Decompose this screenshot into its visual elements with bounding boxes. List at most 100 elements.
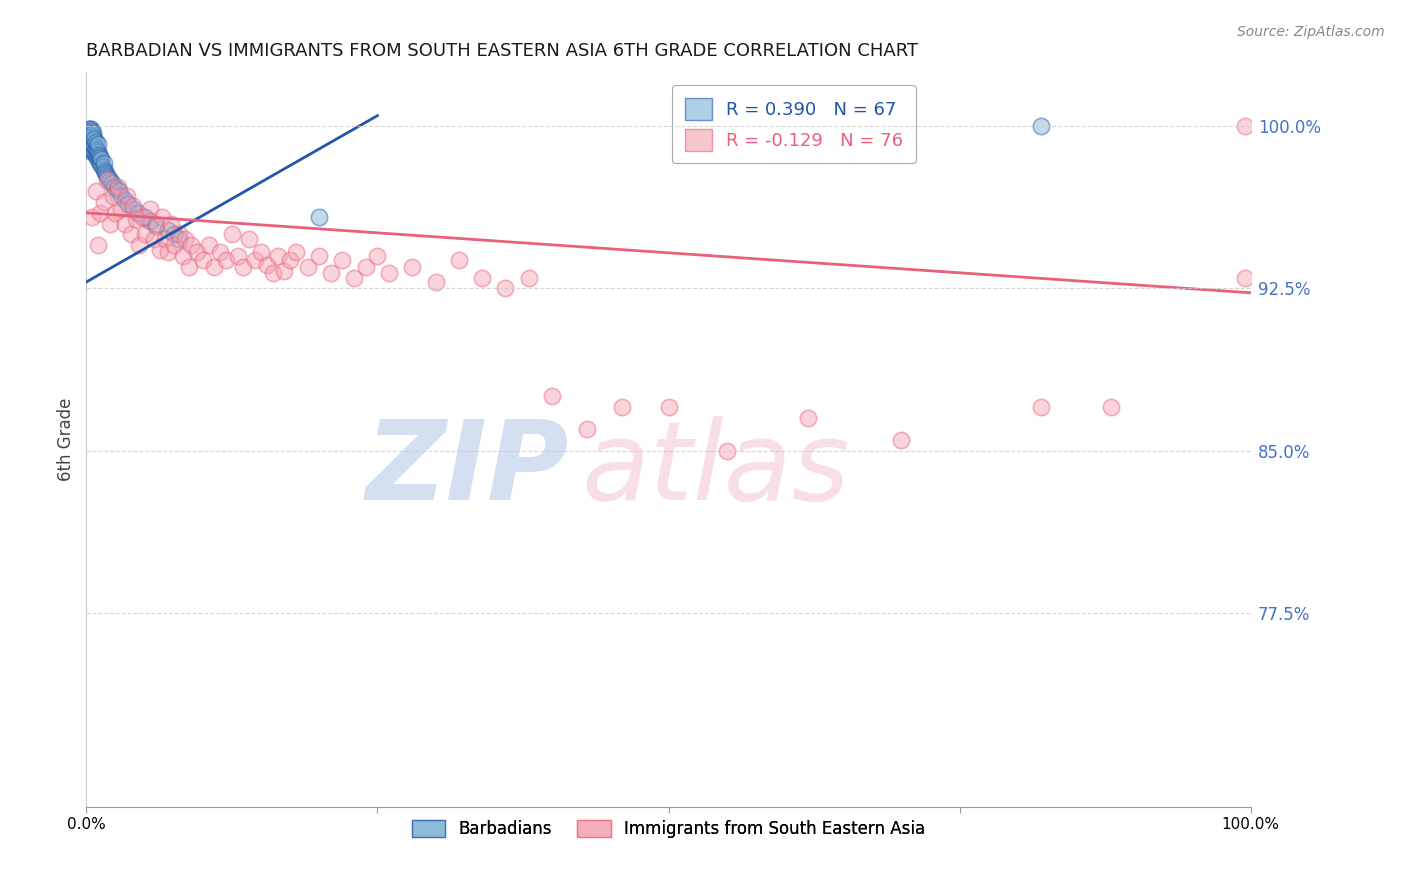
Text: atlas: atlas xyxy=(581,416,849,523)
Point xyxy=(84,184,107,198)
Point xyxy=(162,238,184,252)
Point xyxy=(82,135,104,149)
Point xyxy=(278,253,301,268)
Point xyxy=(79,128,101,142)
Point xyxy=(93,162,115,177)
Point xyxy=(145,219,167,233)
Point xyxy=(425,275,447,289)
Point xyxy=(82,210,104,224)
Point xyxy=(90,158,112,172)
Point xyxy=(76,130,98,145)
Point xyxy=(82,124,104,138)
Point xyxy=(104,206,127,220)
Point xyxy=(114,193,136,207)
Legend: Barbadians, Immigrants from South Eastern Asia: Barbadians, Immigrants from South Easter… xyxy=(404,812,934,847)
Point xyxy=(83,132,105,146)
Point xyxy=(98,217,121,231)
Point xyxy=(79,141,101,155)
Point xyxy=(122,202,145,216)
Text: BARBADIAN VS IMMIGRANTS FROM SOUTH EASTERN ASIA 6TH GRADE CORRELATION CHART: BARBADIAN VS IMMIGRANTS FROM SOUTH EASTE… xyxy=(86,42,918,60)
Point xyxy=(262,266,284,280)
Point xyxy=(576,422,599,436)
Text: ZIP: ZIP xyxy=(366,416,569,523)
Point xyxy=(114,217,136,231)
Point xyxy=(366,249,388,263)
Point xyxy=(267,249,290,263)
Point xyxy=(80,143,103,157)
Point xyxy=(110,202,132,216)
Point xyxy=(82,136,104,151)
Point xyxy=(209,244,232,259)
Point xyxy=(139,202,162,216)
Point xyxy=(117,197,139,211)
Point xyxy=(76,124,98,138)
Point xyxy=(127,206,149,220)
Point xyxy=(76,141,98,155)
Point xyxy=(115,188,138,202)
Point xyxy=(256,258,278,272)
Y-axis label: 6th Grade: 6th Grade xyxy=(58,398,75,482)
Point xyxy=(297,260,319,274)
Point xyxy=(308,210,330,224)
Point xyxy=(80,126,103,140)
Point xyxy=(1031,401,1053,415)
Point xyxy=(221,227,243,242)
Point xyxy=(160,217,183,231)
Point xyxy=(96,169,118,183)
Point xyxy=(77,126,100,140)
Point xyxy=(134,210,156,224)
Point xyxy=(94,167,117,181)
Point xyxy=(186,244,208,259)
Point xyxy=(319,266,342,280)
Point xyxy=(79,121,101,136)
Point xyxy=(1233,270,1256,285)
Point xyxy=(232,260,254,274)
Point xyxy=(86,143,108,157)
Point xyxy=(145,217,167,231)
Point xyxy=(657,401,679,415)
Point xyxy=(447,253,470,268)
Point xyxy=(716,443,738,458)
Point xyxy=(150,210,173,224)
Point xyxy=(83,145,105,160)
Point xyxy=(101,176,124,190)
Point xyxy=(495,281,517,295)
Point xyxy=(79,135,101,149)
Point xyxy=(80,132,103,146)
Point xyxy=(107,180,129,194)
Point xyxy=(134,227,156,242)
Point xyxy=(93,156,115,170)
Point xyxy=(120,227,142,242)
Point xyxy=(77,132,100,146)
Point xyxy=(90,152,112,166)
Point xyxy=(169,227,191,242)
Point xyxy=(215,253,238,268)
Point xyxy=(243,253,266,268)
Point xyxy=(250,244,273,259)
Point xyxy=(84,135,107,149)
Point xyxy=(87,147,110,161)
Point xyxy=(1099,401,1122,415)
Point xyxy=(105,182,128,196)
Point xyxy=(197,238,219,252)
Point xyxy=(91,161,114,175)
Point xyxy=(89,206,111,220)
Point xyxy=(332,253,354,268)
Point xyxy=(87,152,110,166)
Point xyxy=(541,390,564,404)
Point xyxy=(226,249,249,263)
Point xyxy=(77,121,100,136)
Point xyxy=(174,232,197,246)
Point xyxy=(108,184,131,198)
Point xyxy=(149,243,172,257)
Point xyxy=(139,214,162,228)
Point xyxy=(162,227,184,242)
Point xyxy=(1233,120,1256,134)
Point xyxy=(169,232,191,246)
Point xyxy=(156,244,179,259)
Point xyxy=(82,139,104,153)
Point xyxy=(517,270,540,285)
Point xyxy=(84,141,107,155)
Point xyxy=(89,150,111,164)
Point xyxy=(156,223,179,237)
